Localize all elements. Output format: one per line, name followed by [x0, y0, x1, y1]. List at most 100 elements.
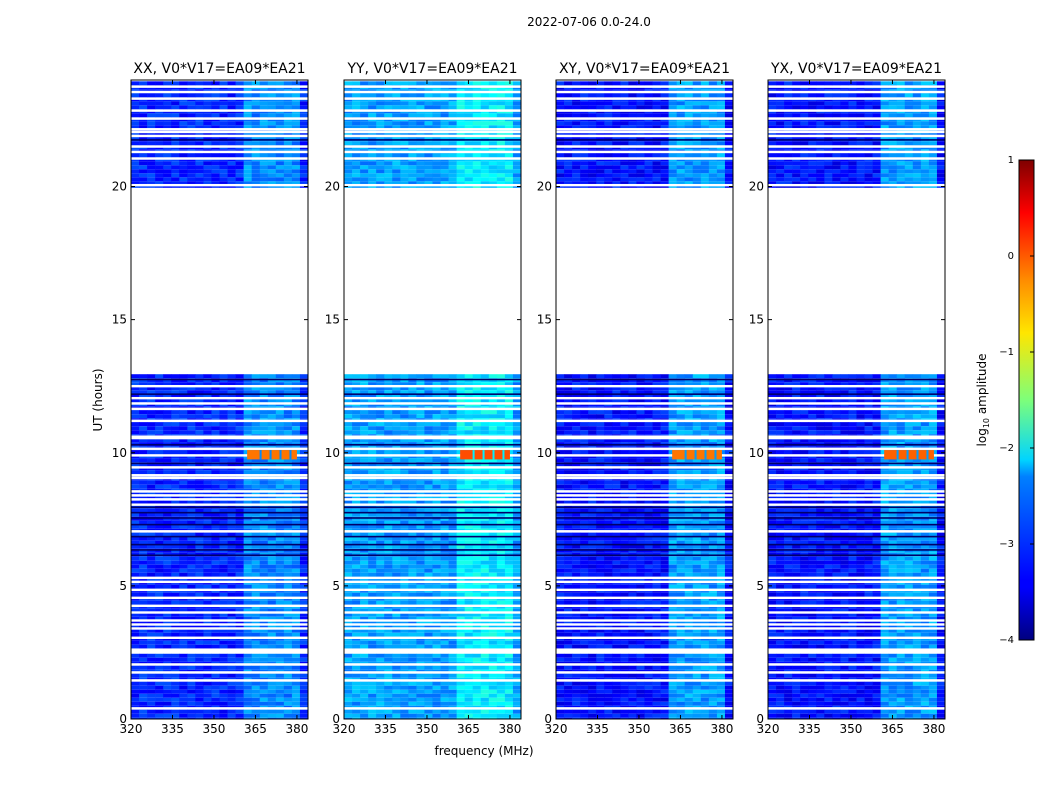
pixel — [392, 430, 401, 435]
pixel — [480, 508, 490, 513]
pixel — [368, 165, 377, 170]
pixel — [424, 657, 433, 662]
pixel — [251, 620, 261, 625]
pixel — [131, 141, 140, 146]
pixel — [163, 430, 172, 435]
pixel — [139, 693, 148, 698]
pixel — [291, 508, 301, 513]
pixel — [243, 632, 252, 637]
pixel — [392, 520, 401, 525]
pixel — [283, 394, 293, 399]
pixel — [195, 689, 204, 694]
pixel — [352, 141, 361, 146]
pixel — [195, 438, 204, 443]
pixel — [480, 121, 490, 126]
pixel — [155, 628, 164, 633]
pixel — [400, 520, 409, 525]
pixel — [211, 564, 220, 569]
pixel — [376, 653, 385, 658]
pixel — [496, 426, 506, 431]
pixel — [424, 153, 433, 158]
pixel — [283, 458, 293, 463]
pixel — [139, 512, 148, 517]
pixel — [171, 520, 180, 525]
pixel — [344, 608, 353, 613]
pixel — [235, 470, 244, 475]
pixel — [496, 544, 506, 549]
pixel — [163, 434, 172, 436]
pixel — [299, 81, 309, 86]
pixel — [147, 632, 156, 637]
pixel — [496, 177, 506, 182]
pixel — [456, 394, 465, 399]
pixel — [171, 709, 180, 714]
pixel — [211, 450, 220, 455]
pixel — [243, 689, 252, 694]
pixel — [283, 524, 293, 529]
pixel — [360, 612, 369, 617]
pixel — [408, 410, 417, 415]
pixel — [440, 422, 449, 427]
pixel — [219, 536, 228, 541]
pixel — [392, 592, 401, 597]
pixel — [448, 410, 457, 415]
pixel — [259, 657, 269, 662]
pixel — [512, 508, 522, 513]
pixel — [203, 620, 212, 625]
pixel — [147, 484, 156, 489]
pixel — [512, 544, 522, 549]
pixel — [259, 532, 269, 537]
pixel — [291, 681, 301, 686]
pixel — [283, 632, 293, 637]
pixel — [139, 426, 148, 431]
pixel — [376, 689, 385, 694]
pixel — [259, 701, 269, 706]
pixel — [400, 141, 409, 146]
pixel — [424, 584, 433, 589]
pixel — [352, 125, 361, 130]
pixel — [392, 544, 401, 549]
pixel — [299, 717, 309, 719]
pixel — [344, 624, 353, 629]
pixel — [416, 101, 425, 106]
pixel — [352, 410, 361, 415]
pixel — [179, 628, 188, 633]
pixel — [440, 540, 449, 545]
pixel — [400, 430, 409, 435]
pixel — [448, 556, 457, 561]
pixel — [376, 153, 385, 158]
pixel — [267, 685, 277, 690]
pixel — [368, 105, 377, 110]
pixel — [408, 616, 417, 621]
pixel — [219, 185, 228, 188]
pixel — [171, 125, 180, 130]
pixel — [171, 640, 180, 645]
pixel — [171, 480, 180, 485]
pixel — [456, 600, 465, 605]
pixel — [139, 480, 148, 485]
pixel — [219, 665, 228, 670]
pixel — [291, 181, 301, 186]
pixel — [448, 500, 457, 505]
pixel — [376, 512, 385, 517]
pixel — [368, 374, 377, 379]
pixel — [171, 536, 180, 541]
pixel — [464, 374, 474, 379]
pixel — [512, 685, 522, 690]
pixel — [384, 685, 393, 690]
pixel — [504, 673, 514, 678]
pixel — [448, 165, 457, 170]
pixel — [259, 181, 269, 186]
pixel — [147, 520, 156, 525]
flagged-row — [131, 145, 308, 148]
pixel — [227, 480, 236, 485]
pixel — [171, 430, 180, 435]
pixel — [155, 709, 164, 714]
pixel — [147, 422, 156, 427]
pixel — [440, 113, 449, 118]
pixel — [416, 113, 425, 118]
pixel — [283, 564, 293, 569]
pixel — [488, 458, 498, 463]
pixel — [179, 458, 188, 463]
pixel — [163, 470, 172, 475]
